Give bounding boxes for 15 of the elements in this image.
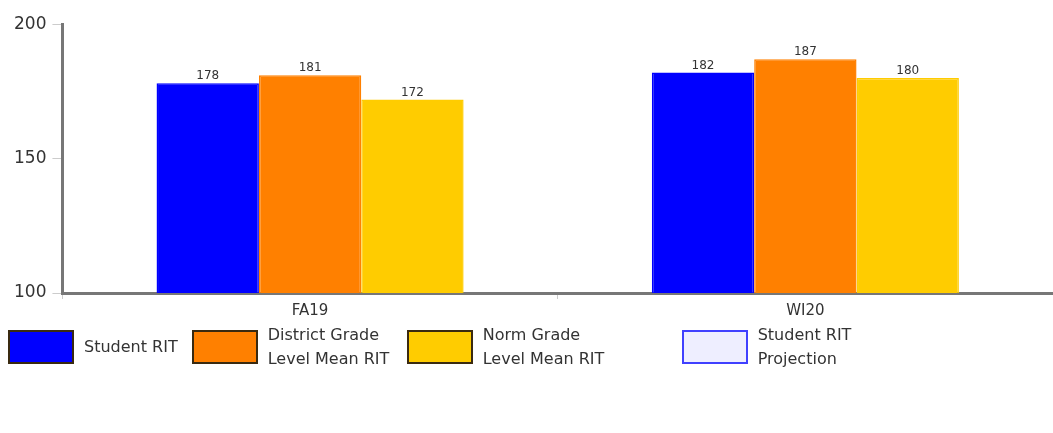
legend-label: Student RIT [84,336,178,358]
legend-label: District Grade Level Mean RIT [267,324,391,370]
data-label: 187 [793,44,817,59]
y-tick-label: 150 [13,147,47,168]
y-tick-label: 100 [13,281,47,302]
y-tick-label: 200 [13,12,47,33]
legend-label: Student RIT Projection [757,324,853,370]
x-tick-label: FA19 [291,300,329,319]
data-label: 180 [896,63,920,78]
data-label: 181 [298,60,322,75]
data-label: 182 [691,57,715,72]
data-label: 172 [400,84,424,99]
data-label: 178 [196,68,220,83]
x-tick-label: WI20 [786,300,825,319]
legend-label: Norm Grade Level Mean RIT [482,324,606,370]
